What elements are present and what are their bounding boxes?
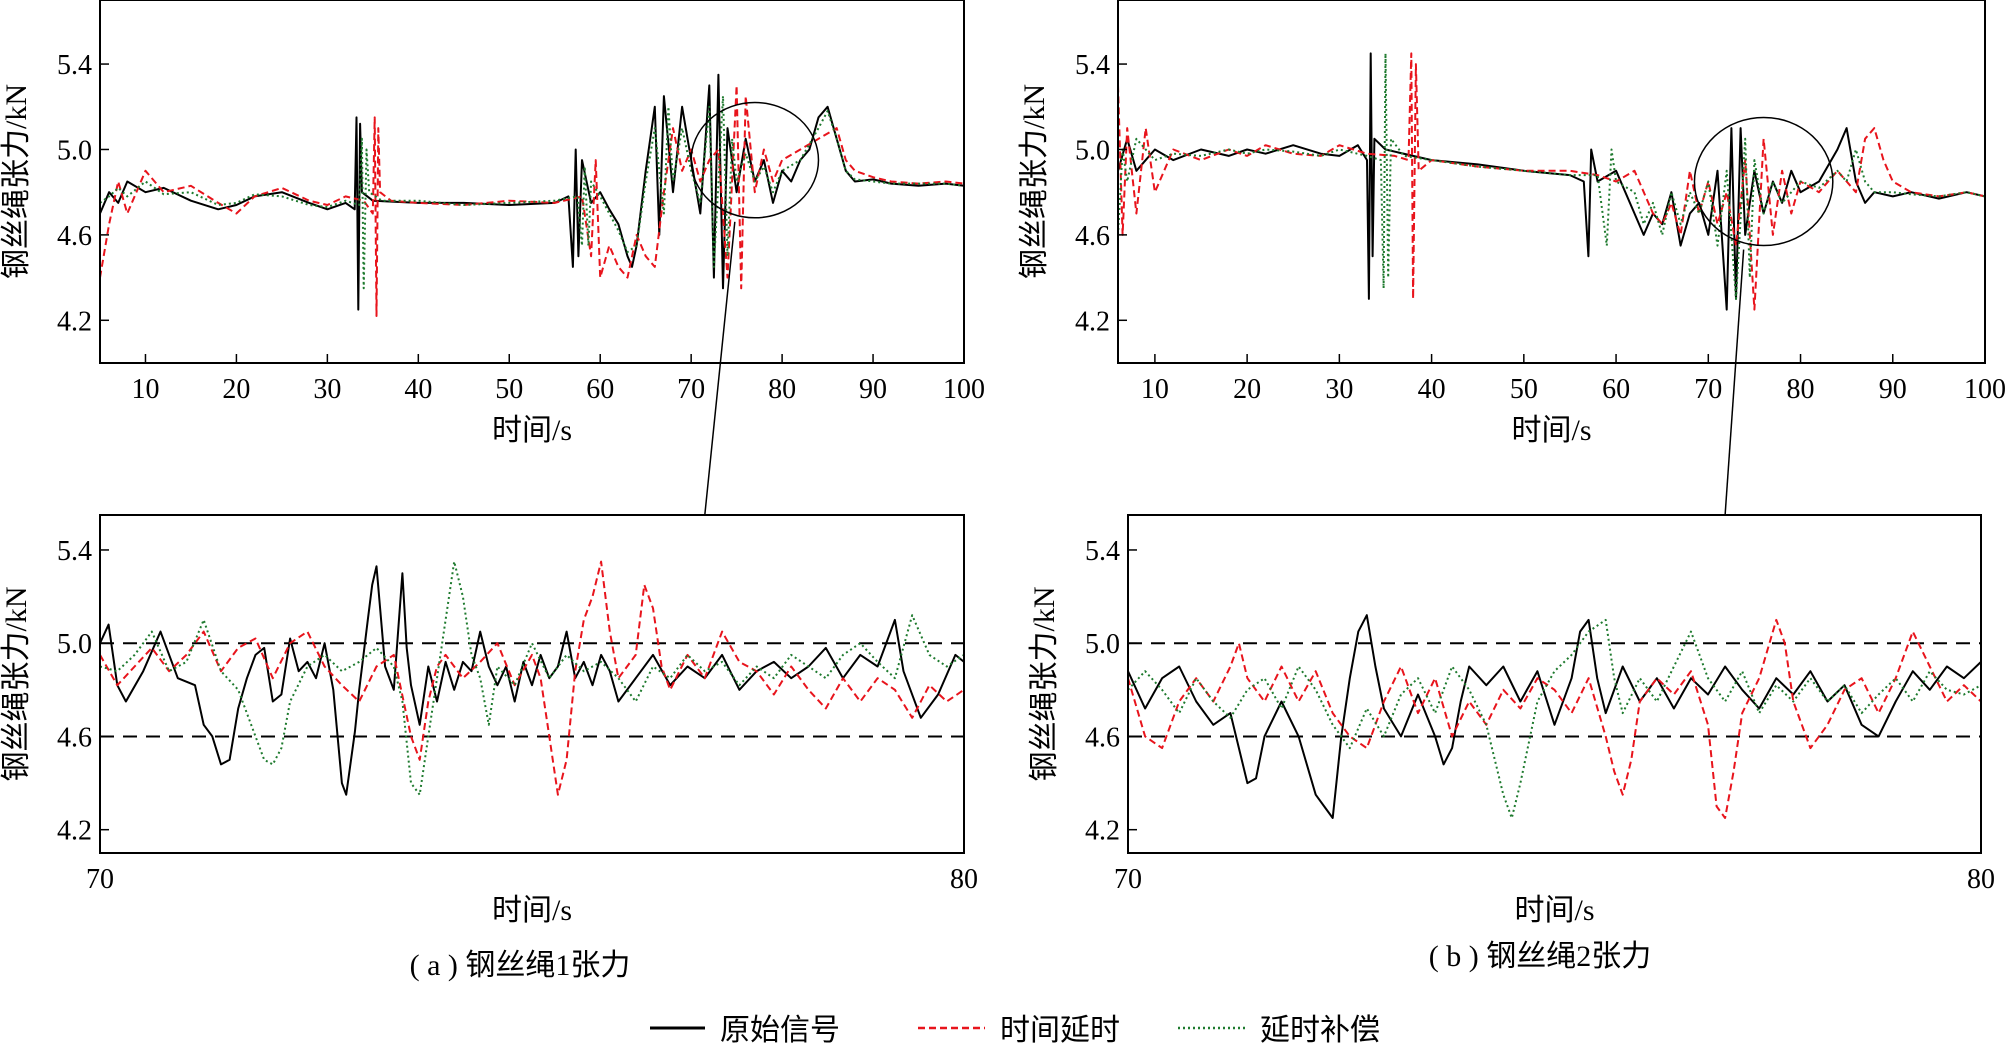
plot-frame [99,0,965,364]
series-line-original [1118,52,1985,311]
panel-a-top: 10 20 30 40 50 60 70 80 90 100 4.2 4.6 5.0 5.4 时间/s 钢丝绳… [0,0,985,447]
x-tick-label: 100 [943,374,985,405]
series-group [1128,614,1981,819]
x-tick-label: 10 [131,374,159,405]
plot-frame [99,514,965,854]
y-tick-label: 5.4 [57,50,92,81]
y-tick-label: 5.4 [1075,50,1110,81]
y-tick-label: 4.6 [1085,722,1120,753]
y-tick-label: 4.2 [1085,816,1120,847]
x-tick-label: 20 [222,374,250,405]
x-tick-label: 70 [1114,864,1142,895]
series-line-compensation [100,95,964,290]
series-line-delay [100,84,964,317]
y-tick-label: 5.4 [1085,536,1120,567]
y-axis-label: 钢丝绳张力/kN [0,587,33,782]
legend-label-delay: 时间延时 [1000,1014,1120,1046]
zoom-connector-line [704,221,736,516]
y-tick-label: 5.0 [1085,629,1120,660]
y-axis-label: 钢丝绳张力/kN [0,84,33,279]
x-tick-label: 50 [1510,374,1538,405]
y-tick-label: 4.6 [57,221,92,252]
plot-frame [1117,0,1986,364]
zoom-connector-line [1724,249,1745,516]
series-group [1118,52,1985,311]
x-tick-label: 10 [1141,374,1169,405]
legend-item-delay: 时间延时 [918,1014,1120,1046]
y-tick-label: 4.2 [57,816,92,847]
zoom-region-ellipse [1693,116,1834,247]
y-tick-label: 4.6 [57,722,92,753]
y-tick-label: 5.0 [57,629,92,660]
zoom-connectors [704,221,1745,516]
x-tick-label: 90 [1879,374,1907,405]
x-tick-label: 60 [586,374,614,405]
series-line-original [100,565,964,796]
y-tick-label: 4.6 [1075,221,1110,252]
x-tick-label: 40 [1418,374,1446,405]
caption-a: ( a ) 钢丝绳1张力 [410,949,631,982]
x-tick-label: 30 [313,374,341,405]
x-tick-label: 70 [677,374,705,405]
x-tick-label: 80 [950,864,978,895]
y-axis-label: 钢丝绳张力/kN [1018,84,1051,279]
panel-b-zoom: 70 80 4.2 4.6 5.0 5.4 时间/s 钢丝绳张力/kN [1028,514,1995,927]
zoom-region-ellipse [690,101,820,219]
x-tick-label: 70 [1694,374,1722,405]
x-axis-label: 时间/s [1511,414,1591,447]
chart-panels: 10 20 30 40 50 60 70 80 90 100 4.2 4.6 5.0 5.4 时间/s 钢丝绳… [0,0,2005,927]
series-line-original [1128,614,1981,819]
caption-b: ( b ) 钢丝绳2张力 [1429,940,1651,973]
y-tick-label: 5.4 [57,536,92,567]
plot-frame [1127,514,1982,854]
x-tick-label: 60 [1602,374,1630,405]
legend: 原始信号 时间延时 延时补偿 [650,1014,1380,1046]
x-axis-label: 时间/s [492,894,572,927]
legend-label-original: 原始信号 [720,1014,840,1046]
series-group [100,560,964,796]
x-tick-label: 70 [86,864,114,895]
series-line-delay [1128,618,1981,819]
legend-label-compensation: 延时补偿 [1260,1014,1380,1046]
x-tick-label: 80 [1787,374,1815,405]
legend-item-compensation: 延时补偿 [1178,1014,1380,1046]
legend-item-original: 原始信号 [650,1014,840,1046]
x-tick-label: 50 [495,374,523,405]
x-tick-label: 100 [1964,374,2005,405]
series-group [100,73,964,317]
x-tick-label: 80 [1967,864,1995,895]
x-tick-label: 90 [859,374,887,405]
y-tick-label: 5.0 [57,135,92,166]
x-axis-label: 时间/s [1514,894,1594,927]
y-tick-label: 4.2 [57,306,92,337]
x-tick-label: 40 [404,374,432,405]
y-tick-label: 5.0 [1075,135,1110,166]
x-axis-label: 时间/s [492,414,572,447]
series-line-compensation [1118,52,1985,300]
series-line-original [100,73,964,311]
panel-a-zoom: 70 80 4.2 4.6 5.0 5.4 时间/s 钢丝绳张力/kN [0,514,978,927]
y-axis-label: 钢丝绳张力/kN [1028,587,1061,782]
x-tick-label: 30 [1325,374,1353,405]
panel-b-top: 10 20 30 40 50 60 70 80 90 100 4.2 4.6 5.0 5.4 时间/s 钢丝绳… [1018,0,2005,447]
series-line-delay [100,560,964,796]
x-tick-label: 80 [768,374,796,405]
series-line-compensation [1128,618,1981,819]
x-tick-label: 20 [1233,374,1261,405]
y-tick-label: 4.2 [1075,306,1110,337]
